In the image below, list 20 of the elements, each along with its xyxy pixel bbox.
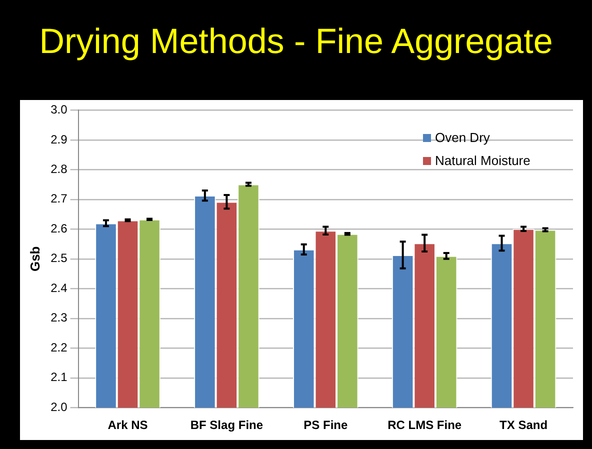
y-tick-label: 2.5 <box>50 251 68 266</box>
x-tick-label: BF Slag Fine <box>190 418 264 432</box>
chart-title: Drying Methods - Fine Aggregate <box>38 22 554 62</box>
y-tick-label: 2.1 <box>50 370 68 384</box>
y-tick-label: 2.6 <box>50 221 68 236</box>
x-tick-label: PS Fine <box>304 418 348 432</box>
y-tick-label: 2.4 <box>50 280 68 295</box>
legend-label: Natural Moisture <box>435 153 530 168</box>
y-tick-label: 2.3 <box>50 310 68 325</box>
x-tick-label: TX Sand <box>500 418 548 432</box>
y-tick-label: 2.2 <box>50 340 68 354</box>
y-tick-label: 2.0 <box>50 400 68 414</box>
x-tick-label: Ark NS <box>108 418 148 432</box>
y-tick-label: 2.8 <box>50 162 68 176</box>
y-tick-label: 3.0 <box>50 102 68 117</box>
y-tick-label: 2.9 <box>50 132 68 146</box>
x-tick-label: RC LMS Fine <box>388 418 462 432</box>
y-tick-label: 2.7 <box>50 192 68 206</box>
legend-label: Oven Dry <box>435 130 490 146</box>
y-axis-title: Gsb <box>27 246 42 272</box>
